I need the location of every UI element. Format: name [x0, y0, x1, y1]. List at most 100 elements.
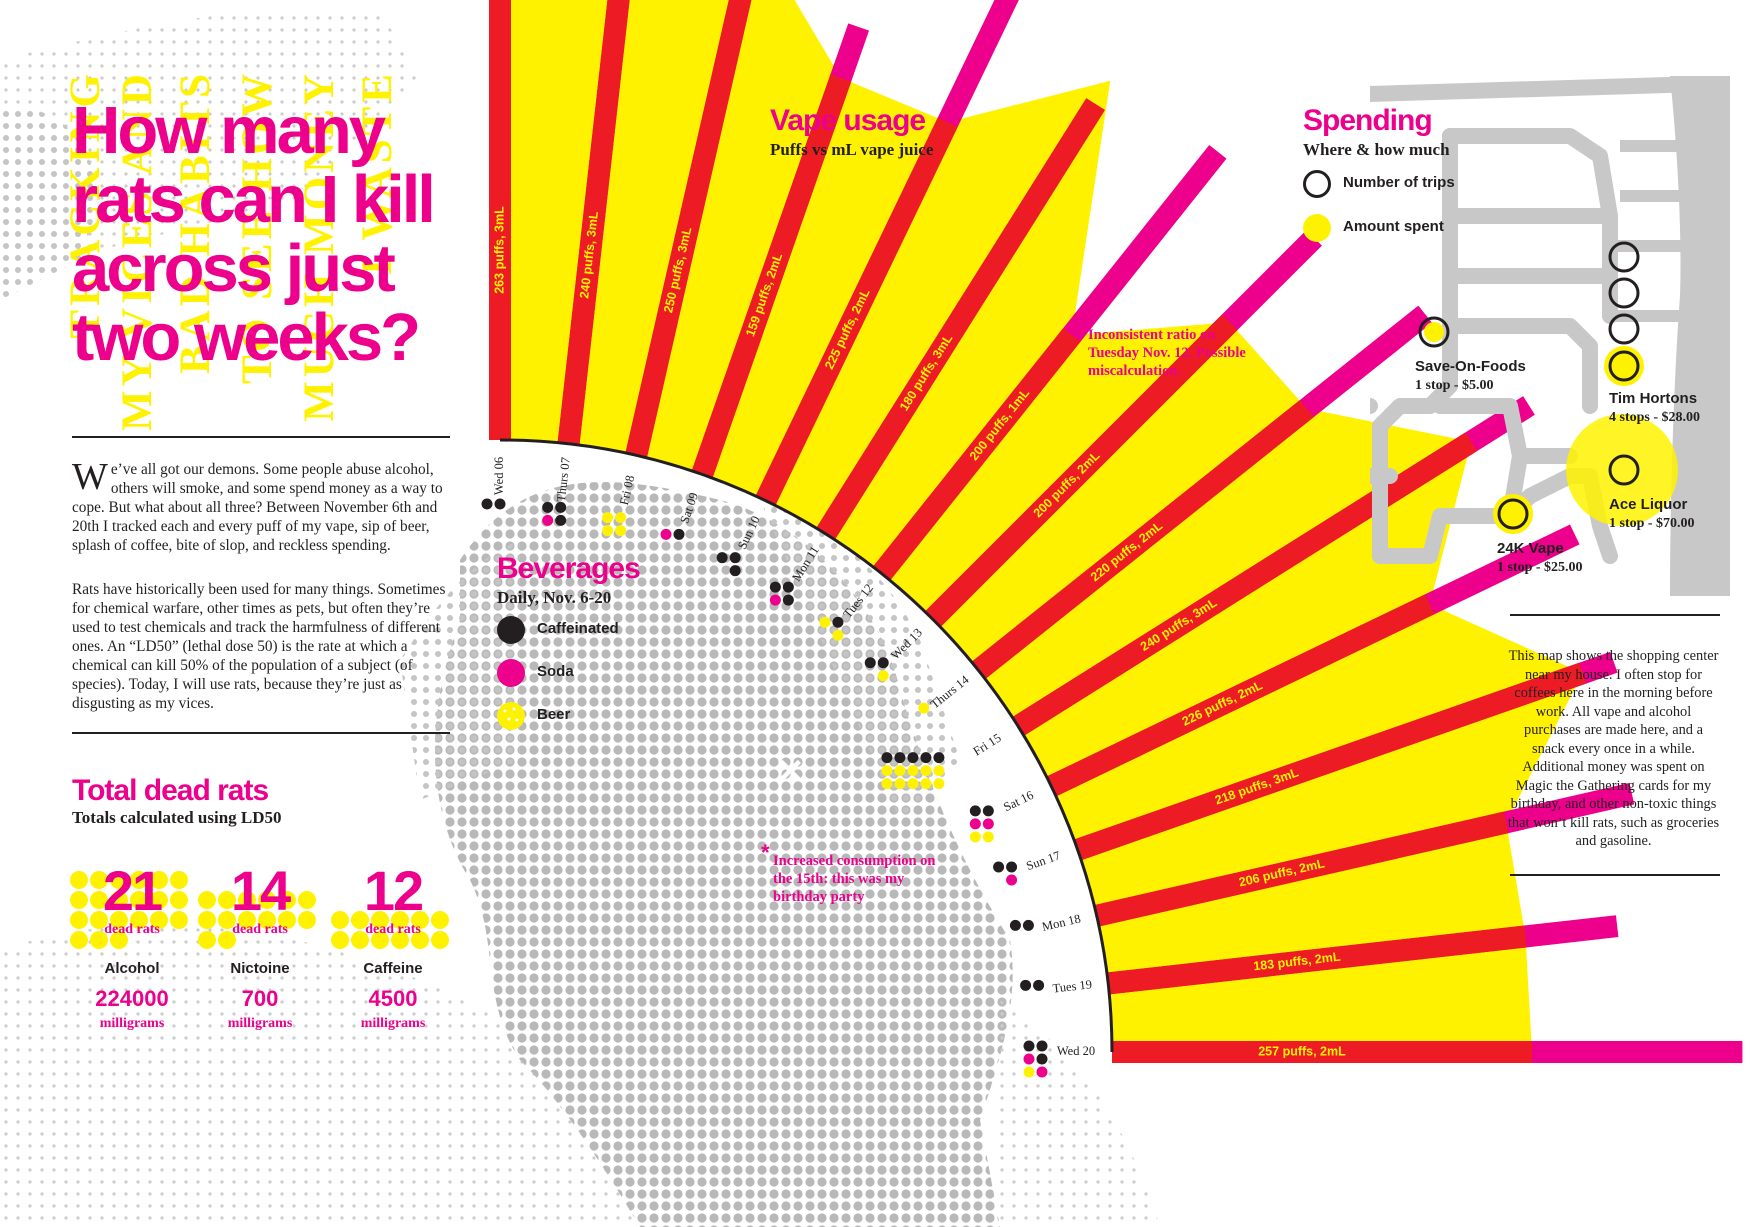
- ml-bar: [1112, 1041, 1532, 1063]
- rat-dot: [198, 891, 216, 909]
- beverage-dot: [602, 525, 614, 537]
- rat-dot: [278, 911, 296, 929]
- rat-dot: [238, 911, 256, 929]
- rat-card-caffeine: 12 dead rats Caffeine 4500 milligrams: [330, 850, 456, 1060]
- beverage-dot: [1020, 979, 1032, 991]
- rat-dot: [170, 891, 188, 909]
- ml-bar: [816, 98, 1105, 540]
- beverage-dot: [494, 498, 506, 510]
- beverage-dot: [1006, 861, 1018, 873]
- ml-bar: [1074, 662, 1587, 861]
- beverage-dot: [877, 657, 889, 669]
- rat-count: 14: [230, 859, 291, 922]
- divider: [72, 732, 450, 734]
- store-info-24k-vape: 1 stop - $25.00: [1497, 560, 1583, 575]
- beverage-dot: [1036, 1066, 1048, 1078]
- beverage-dot: [1006, 874, 1018, 886]
- day-label: Fri 08: [617, 474, 637, 507]
- vape-bar-group: 263 puffs, 3mL: [489, 0, 511, 440]
- rat-dot: [371, 911, 389, 929]
- beverage-dot: [920, 778, 932, 790]
- beverage-dot: [907, 765, 919, 777]
- legend-label: Soda: [537, 663, 574, 680]
- substance-name: Nictoine: [230, 960, 290, 977]
- day-label: Sun 10: [735, 514, 763, 552]
- dead-rats-title: Total dead rats: [72, 774, 269, 807]
- soda-swatch: [497, 659, 525, 687]
- substance-unit: milligrams: [227, 1016, 293, 1031]
- bar-label: 257 puffs, 2mL: [1258, 1044, 1346, 1058]
- beverage-dot: [982, 805, 994, 817]
- day-label: Sat 16: [1001, 788, 1036, 814]
- beverage-dot: [615, 512, 627, 524]
- substance-unit: milligrams: [99, 1016, 165, 1031]
- rat-dot: [90, 891, 108, 909]
- beverages-title: Beverages: [497, 552, 641, 585]
- vape-bar-group: 183 puffs, 2mL: [1106, 915, 1619, 995]
- rat-count: 21: [102, 859, 163, 922]
- vape-bar-group: 240 puffs, 3mL: [557, 0, 647, 446]
- beverage-dot: [881, 765, 893, 777]
- rat-dot: [110, 931, 128, 949]
- rat-dot-grid: [70, 871, 188, 949]
- rat-dot: [218, 891, 236, 909]
- rat-count-label: dead rats: [104, 922, 160, 937]
- beverage-dot: [542, 514, 554, 526]
- store-info-save-on-foods: 1 stop - $5.00: [1415, 378, 1494, 393]
- intro-text-1: e’ve all got our demons. Some people abu…: [72, 461, 443, 554]
- rat-dot: [331, 911, 349, 929]
- divider: [72, 436, 450, 438]
- substance-unit: milligrams: [360, 1016, 426, 1031]
- beverage-dot: [1036, 1053, 1048, 1065]
- rat-dot: [130, 911, 148, 929]
- ml-bar: [872, 328, 1081, 581]
- day-label: Mon 18: [1041, 912, 1082, 934]
- beverage-dot: [933, 752, 945, 764]
- ml-bar: [971, 399, 1314, 680]
- caffeinated-swatch: [497, 616, 525, 644]
- rat-dot: [431, 931, 449, 949]
- day-label: Tues 12: [840, 581, 876, 621]
- rat-card-alcohol: 21 dead rats Alcohol 224000 milligrams: [69, 850, 195, 1060]
- ml-bar: [691, 74, 852, 478]
- beverage-dot: [769, 581, 781, 593]
- substance-amount: 224000: [95, 986, 169, 1011]
- rat-dot: [150, 911, 168, 929]
- rat-dot: [238, 891, 256, 909]
- beverage-dot: [1033, 979, 1045, 991]
- beverage-dot: [969, 818, 981, 830]
- rat-dot: [70, 891, 88, 909]
- bar-label: 263 puffs, 3mL: [492, 206, 506, 294]
- store-info-tim-hortons: 4 stops - $28.00: [1609, 410, 1701, 425]
- beverage-dot: [1022, 919, 1034, 931]
- shopping-map: [1370, 76, 1730, 596]
- rat-dot: [298, 891, 316, 909]
- rat-dot-grid: [331, 911, 449, 949]
- intro-paragraph-2: Rats have historically been used for man…: [72, 581, 446, 712]
- beverage-dot: [602, 512, 614, 524]
- day-label: Wed 06: [492, 457, 506, 495]
- tuesday-note-text: Inconsistent ratio on Tuesday Nov. 12. P…: [1088, 327, 1246, 379]
- day-label: Wed 20: [1057, 1044, 1095, 1058]
- x-mark-icon: ✕: [776, 753, 805, 791]
- beverage-dot: [729, 552, 741, 564]
- rat-dot: [298, 911, 316, 929]
- beverage-dot: [877, 670, 889, 682]
- rat-count: 12: [363, 859, 424, 922]
- rat-dot: [70, 871, 88, 889]
- divider: [1510, 874, 1720, 876]
- rat-dot: [278, 891, 296, 909]
- beverage-dot: [769, 594, 781, 606]
- beverage-dot: [615, 525, 627, 537]
- beverage-dot: [1023, 1040, 1035, 1052]
- ml-bar: [1012, 432, 1478, 736]
- beverage-dot: [881, 752, 893, 764]
- rat-dot: [110, 871, 128, 889]
- beverage-dot: [982, 818, 994, 830]
- beverage-dot: [894, 765, 906, 777]
- beverage-dot: [920, 765, 932, 777]
- substance-name: Alcohol: [104, 960, 160, 977]
- rat-dot: [110, 911, 128, 929]
- spending-title: Spending: [1303, 104, 1433, 137]
